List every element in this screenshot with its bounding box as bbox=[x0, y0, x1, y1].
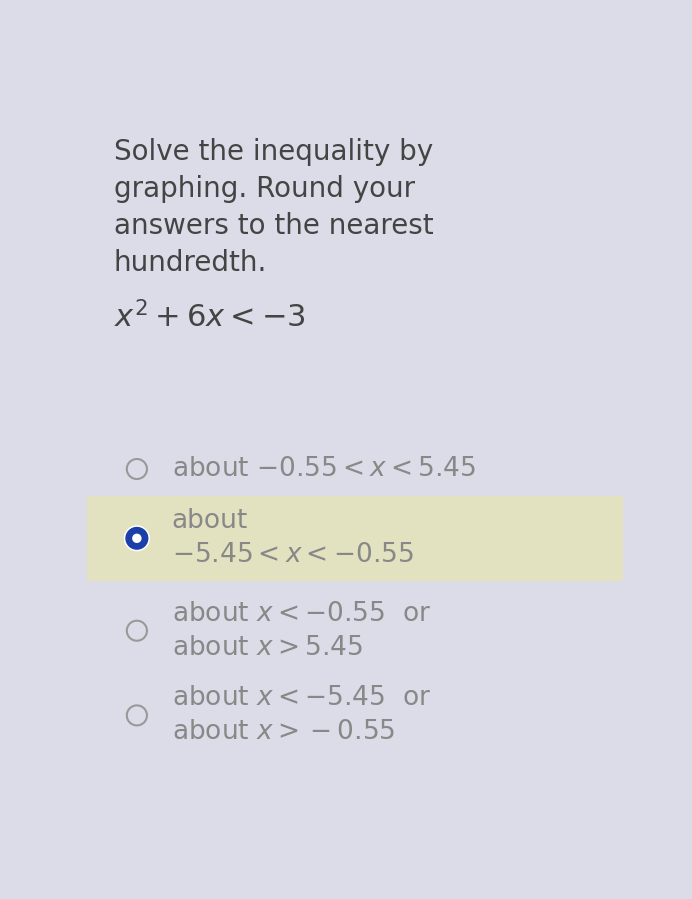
Text: about $x < -5.45$  or: about $x < -5.45$ or bbox=[172, 685, 430, 711]
Text: about $x > -0.55$: about $x > -0.55$ bbox=[172, 719, 395, 745]
Text: answers to the nearest: answers to the nearest bbox=[113, 212, 433, 240]
Text: about $x > 5.45$: about $x > 5.45$ bbox=[172, 635, 363, 661]
Text: $x^2 + 6x < -3$: $x^2 + 6x < -3$ bbox=[113, 301, 305, 334]
Text: $-5.45 < x < -0.55$: $-5.45 < x < -0.55$ bbox=[172, 542, 414, 568]
Circle shape bbox=[125, 458, 149, 481]
Text: about $-0.55 < x < 5.45$: about $-0.55 < x < 5.45$ bbox=[172, 456, 476, 482]
Text: hundredth.: hundredth. bbox=[113, 249, 267, 277]
Bar bbox=[86, 496, 623, 581]
Circle shape bbox=[125, 704, 149, 727]
Text: Solve the inequality by: Solve the inequality by bbox=[113, 138, 432, 166]
Text: about: about bbox=[172, 508, 248, 534]
Circle shape bbox=[133, 534, 141, 542]
Text: graphing. Round your: graphing. Round your bbox=[113, 175, 415, 203]
Text: about $x < -0.55$  or: about $x < -0.55$ or bbox=[172, 601, 430, 627]
Circle shape bbox=[125, 619, 149, 642]
Circle shape bbox=[126, 528, 147, 549]
Circle shape bbox=[125, 526, 149, 550]
